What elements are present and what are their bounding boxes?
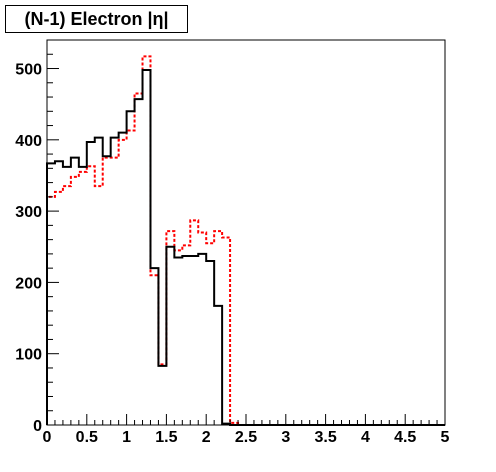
x-tick-label: 1.5	[155, 429, 177, 446]
y-tick-label: 0	[33, 418, 42, 435]
y-tick-label: 500	[15, 62, 42, 79]
y-tick-label: 100	[15, 347, 42, 364]
x-tick-label: 3	[281, 429, 290, 446]
x-tick-label: 2	[202, 429, 211, 446]
plot-frame	[46, 39, 446, 426]
series-dashed-red	[46, 55, 445, 426]
x-tick-label: 3.5	[314, 429, 336, 446]
y-tick-label: 200	[15, 275, 42, 292]
x-tick-label: 0	[43, 429, 52, 446]
y-tick-label: 400	[15, 133, 42, 150]
x-tick-label: 2.5	[235, 429, 257, 446]
chart-title: (N-1) Electron |η|	[5, 5, 188, 33]
x-tick-label: 0.5	[76, 429, 98, 446]
x-tick-label: 4.5	[394, 429, 416, 446]
y-tick-label: 300	[15, 204, 42, 221]
series-solid-black	[46, 68, 445, 426]
x-tick-label: 4	[361, 429, 370, 446]
x-tick-label: 1	[122, 429, 131, 446]
x-tick-label: 5	[441, 429, 450, 446]
